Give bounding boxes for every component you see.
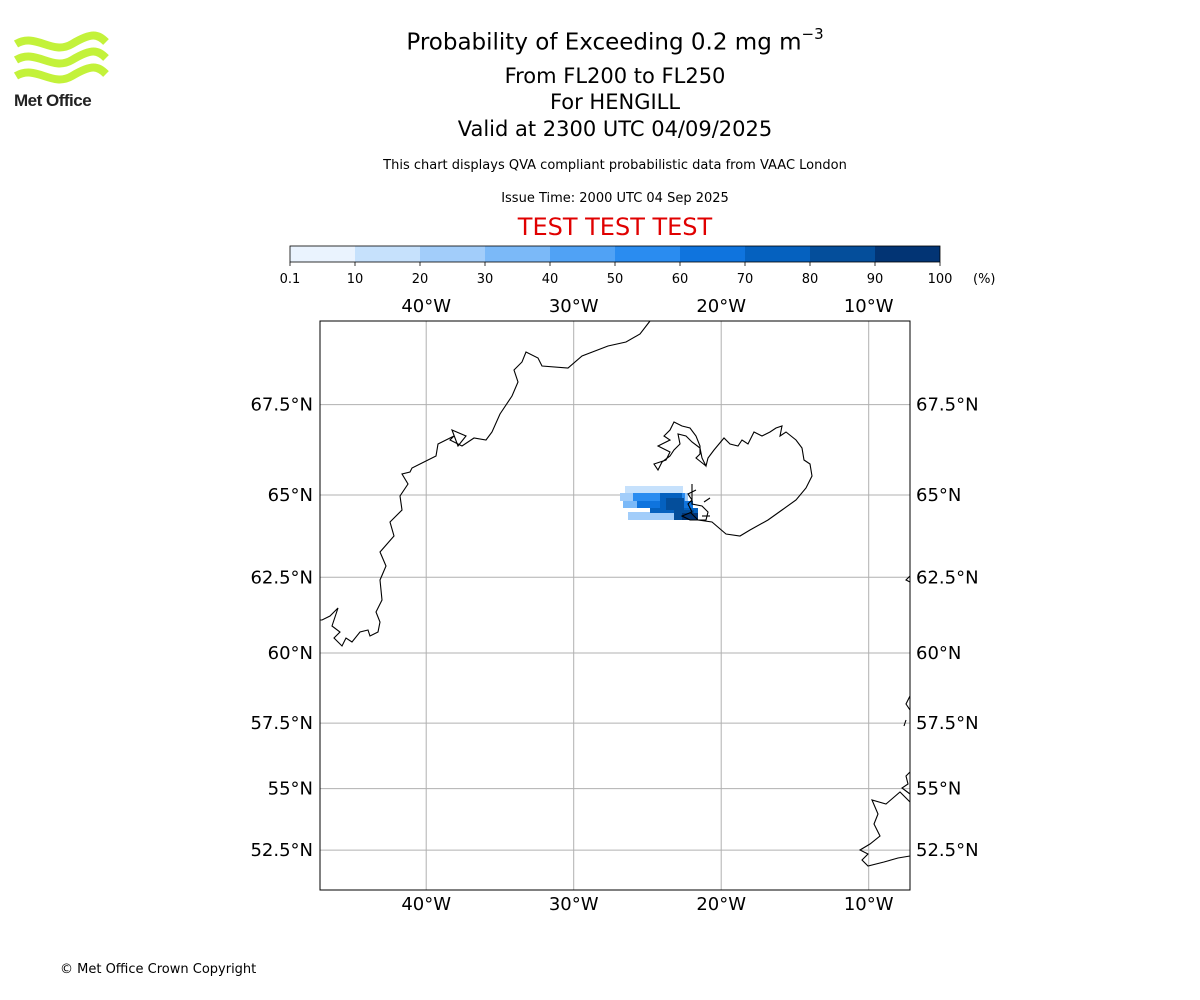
- lon-label-bottom: 20°W: [696, 894, 746, 915]
- colorbar-tick-label: 50: [607, 272, 624, 287]
- lat-label-left: 62.5°N: [250, 567, 313, 588]
- colorbar-tick-label: 40: [542, 272, 559, 287]
- volcano-name: For HENGILL: [549, 90, 681, 114]
- lon-label-bottom: 10°W: [844, 894, 894, 915]
- colorbar-unit: (%): [973, 272, 996, 287]
- subtitle: This chart displays QVA compliant probab…: [383, 158, 847, 173]
- lat-label-right: 52.5°N: [916, 840, 979, 861]
- coastline-greenland: [320, 320, 651, 647]
- lat-label-right: 60°N: [916, 643, 961, 664]
- flight-level-range: From FL200 to FL250: [504, 64, 726, 88]
- colorbar-tick-label: 10: [347, 272, 364, 287]
- lat-label-left: 52.5°N: [250, 840, 313, 861]
- colorbar-tick-label: 70: [737, 272, 754, 287]
- colorbar-swatch-0: [290, 246, 355, 262]
- copyright: © Met Office Crown Copyright: [60, 962, 257, 977]
- lon-label-top: 10°W: [844, 296, 894, 317]
- issue-time: Issue Time: 2000 UTC 04 Sep 2025: [501, 191, 729, 206]
- lat-label-left: 55°N: [268, 779, 313, 800]
- lat-label-right: 57.5°N: [916, 713, 979, 734]
- lat-label-left: 67.5°N: [250, 395, 313, 416]
- lon-label-top: 40°W: [401, 296, 451, 317]
- coastline-british-isles: [858, 791, 911, 867]
- chart-title: Probability of Exceeding 0.2 mg m−3: [0, 25, 1200, 56]
- colorbar-tick-label: 80: [802, 272, 819, 287]
- axis-labels: 40°W 40°W 30°W 30°W 20°W 20°W 10°W 10°W 67.5°N 67…: [250, 296, 978, 915]
- lat-label-right: 67.5°N: [916, 395, 979, 416]
- colorbar-tick-label: 30: [477, 272, 494, 287]
- colorbar-swatch-4: [550, 246, 615, 262]
- colorbar-swatch-8: [810, 246, 875, 262]
- colorbar-tick-label: 90: [867, 272, 884, 287]
- colorbar-tick-label: 100: [928, 272, 953, 287]
- colorbar-swatch-6: [680, 246, 745, 262]
- lat-label-right: 62.5°N: [916, 567, 979, 588]
- valid-time: Valid at 2300 UTC 04/09/2025: [457, 117, 773, 141]
- colorbar-tick-label: 20: [412, 272, 429, 287]
- colorbar-swatch-3: [485, 246, 550, 262]
- map: 40°W 40°W 30°W 30°W 20°W 20°W 10°W 10°W 67.5°N 67…: [250, 296, 978, 915]
- colorbar-tick-label: 0.1: [280, 272, 301, 287]
- colorbar-swatch-2: [420, 246, 485, 262]
- lon-label-top: 20°W: [696, 296, 746, 317]
- colorbar-swatch-9: [875, 246, 940, 262]
- colorbar-swatch-7: [745, 246, 810, 262]
- met-office-logo: [14, 31, 109, 84]
- logo-text: Met Office: [14, 91, 92, 110]
- lat-label-left: 65°N: [268, 485, 313, 506]
- colorbar-swatch-1: [355, 246, 420, 262]
- lat-label-left: 60°N: [268, 643, 313, 664]
- lon-label-top: 30°W: [549, 296, 599, 317]
- lon-label-bottom: 30°W: [549, 894, 599, 915]
- colorbar-tick-label: 60: [672, 272, 689, 287]
- test-banner: TEST TEST TEST: [517, 213, 713, 241]
- graticule: [320, 321, 910, 890]
- lon-label-bottom: 40°W: [401, 894, 451, 915]
- colorbar-swatch-5: [615, 246, 680, 262]
- lat-label-left: 57.5°N: [250, 713, 313, 734]
- ash-probability-plume: [620, 486, 698, 520]
- title-exponent: −3: [801, 25, 824, 43]
- colorbar: 0.1 10 20 30 40 50 60 70 80 90 100 (%): [280, 245, 996, 287]
- title-text: Probability of Exceeding 0.2 mg m: [406, 29, 802, 56]
- coastline-iceland: [653, 421, 813, 537]
- coastlines: [320, 320, 911, 867]
- lat-label-right: 55°N: [916, 779, 961, 800]
- lat-label-right: 65°N: [916, 485, 961, 506]
